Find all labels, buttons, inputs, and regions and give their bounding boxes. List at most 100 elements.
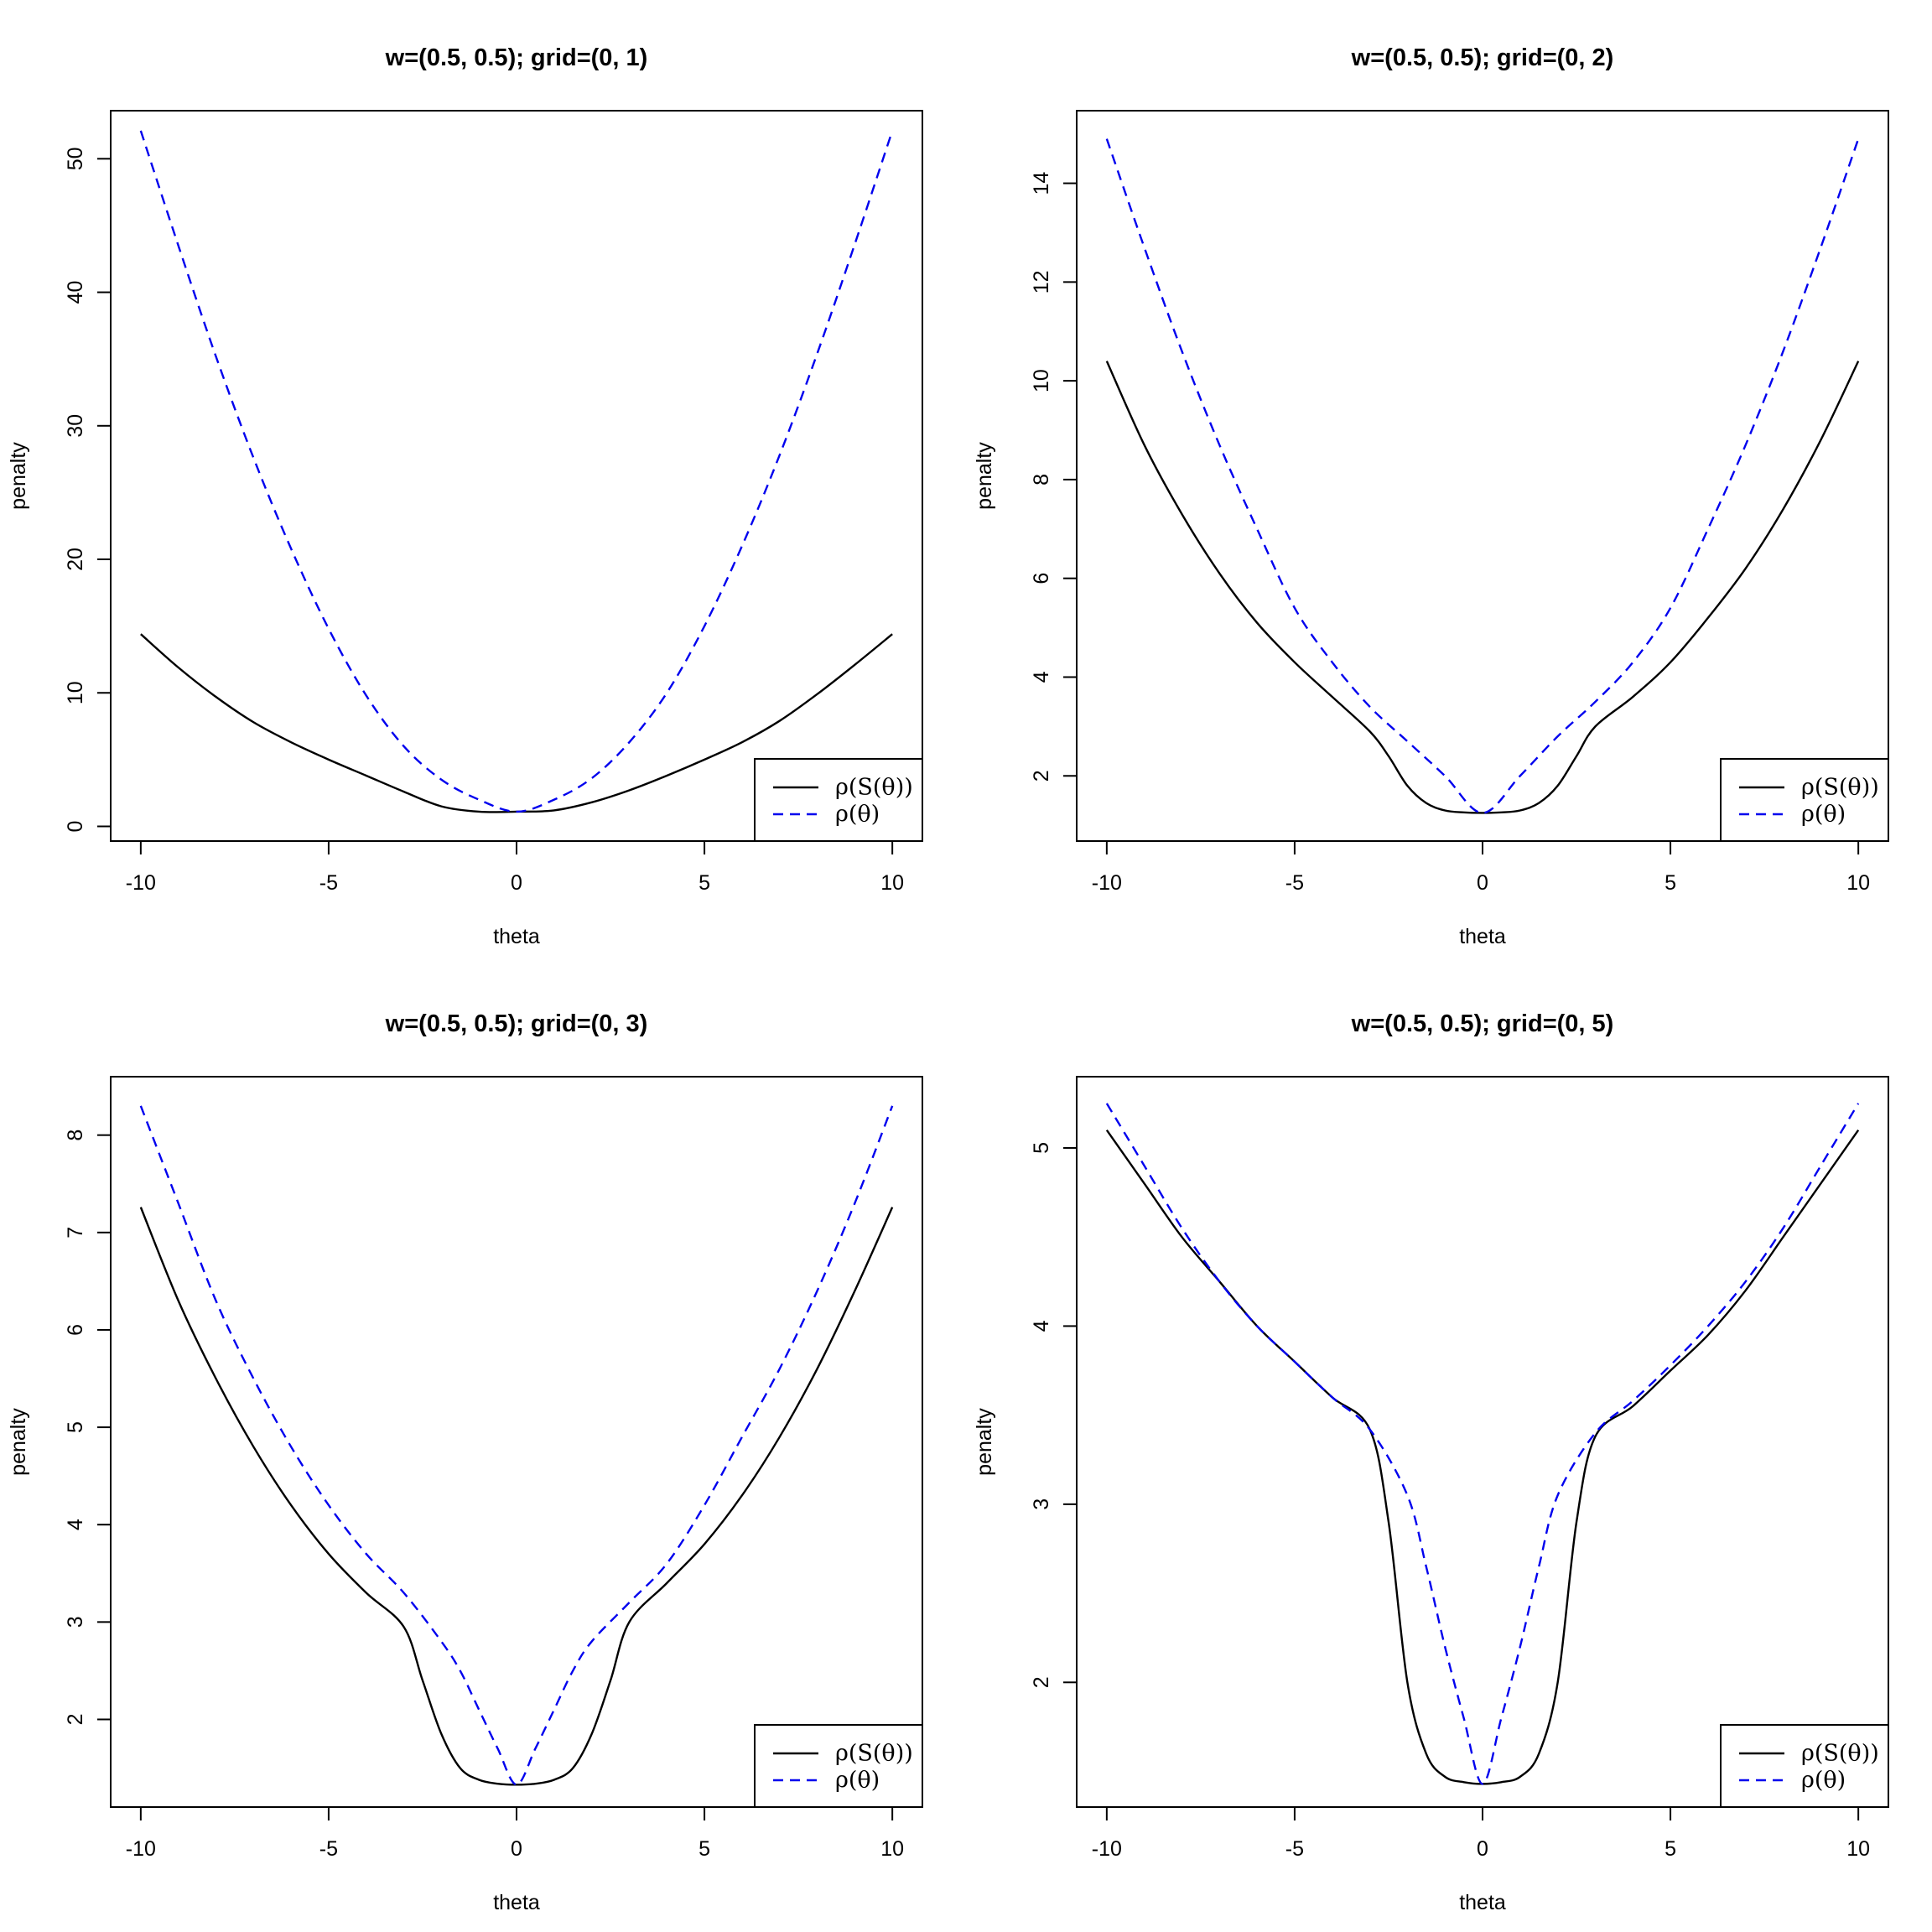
series-rho-s-theta-line [1105,1130,1860,1785]
plot-frame [1076,110,1889,842]
y-tick-label: 2 [1030,1676,1053,1688]
panel-1: w=(0.5, 0.5); grid=(0, 1) -10 -5 0 5 10 theta 0… [7,44,923,948]
plot-frame [110,1076,923,1808]
y-axis: 2 3 4 5 penalty [973,1142,1078,1688]
legend-box [1720,758,1889,842]
y-tick-label: 30 [64,414,87,438]
x-tick-label: -5 [1285,871,1304,895]
x-tick-label: -10 [1092,1837,1122,1861]
y-tick-label: 5 [64,1421,87,1433]
y-tick-label: 50 [64,147,87,170]
y-tick-label: 3 [64,1616,87,1628]
legend-entry: ρ(θ) [835,1768,880,1794]
x-tick-label: 5 [699,1837,710,1861]
panel-4: w=(0.5, 0.5); grid=(0, 5) -10 -5 0 5 10 theta 2… [973,1010,1889,1914]
legend: ρ(S(θ))ρ(θ) [754,1724,923,1808]
x-axis-label: theta [493,925,540,948]
y-tick-label: 4 [1030,671,1053,683]
legend-box [1720,1724,1889,1808]
plot-frame [110,110,923,842]
series-rho-theta-line [1105,138,1860,814]
x-tick-label: 10 [880,1837,904,1861]
legend-entry: ρ(S(θ)) [1801,775,1879,801]
y-tick-label: 2 [64,1714,87,1726]
series-rho-theta-line [139,1105,894,1786]
legend-entry: ρ(θ) [835,802,880,828]
y-axis-label: penalty [7,442,30,510]
y-tick-label: 8 [1030,474,1053,486]
legend-entry: ρ(S(θ)) [835,1741,913,1767]
x-tick-label: -10 [126,1837,156,1861]
legend: ρ(S(θ))ρ(θ) [754,758,923,842]
y-tick-label: 4 [64,1519,87,1530]
x-tick-label: 0 [511,871,522,895]
x-tick-label: 10 [880,871,904,895]
legend-entry: ρ(θ) [1801,1768,1846,1794]
series-group [139,1105,894,1786]
x-tick-label: -10 [126,871,156,895]
y-tick-label: 5 [1030,1142,1053,1154]
x-tick-label: 0 [1477,871,1488,895]
series-rho-theta-line [1105,1103,1860,1785]
y-tick-label: 20 [64,548,87,571]
x-tick-label: 0 [511,1837,522,1861]
plot-frame [1076,1076,1889,1808]
series-rho-theta-line [139,130,894,813]
y-tick-label: 2 [1030,770,1053,782]
legend-box [754,1724,923,1808]
series-rho-s-theta-line [139,1207,894,1786]
y-tick-label: 6 [64,1324,87,1336]
x-tick-label: 5 [1665,1837,1676,1861]
legend-box [754,758,923,842]
x-tick-label: -5 [319,1837,338,1861]
y-axis: 2 3 4 5 6 7 8 penalty [7,1130,112,1726]
chart-title: w=(0.5, 0.5); grid=(0, 3) [385,1010,648,1037]
y-axis-label: penalty [7,1408,30,1476]
x-axis-label: theta [1459,925,1506,948]
x-axis-label: theta [493,1891,540,1914]
x-tick-label: -5 [319,871,338,895]
panel-2: w=(0.5, 0.5); grid=(0, 2) -10 -5 0 5 10 theta 2… [973,44,1889,948]
y-axis: 0 10 20 30 40 50 penalty [7,147,112,833]
series-group [139,130,894,813]
x-tick-label: 10 [1846,871,1870,895]
chart-title: w=(0.5, 0.5); grid=(0, 1) [385,44,648,71]
panel-3: w=(0.5, 0.5); grid=(0, 3) -10 -5 0 5 10 theta 2… [7,1010,923,1914]
y-tick-label: 8 [64,1130,87,1141]
y-tick-label: 10 [64,681,87,704]
series-group [1105,1103,1860,1785]
legend-entry: ρ(θ) [1801,802,1846,828]
x-tick-label: 5 [1665,871,1676,895]
x-tick-label: 5 [699,871,710,895]
y-axis: 2 4 6 8 10 12 14 penalty [973,172,1078,782]
legend-entry: ρ(S(θ)) [1801,1741,1879,1767]
legend: ρ(S(θ))ρ(θ) [1720,1724,1889,1808]
y-tick-label: 7 [64,1227,87,1239]
x-tick-label: 0 [1477,1837,1488,1861]
y-tick-label: 40 [64,281,87,304]
y-tick-label: 0 [64,821,87,833]
x-axis: -10 -5 0 5 10 theta [1092,840,1870,948]
x-axis: -10 -5 0 5 10 theta [1092,1806,1870,1914]
y-tick-label: 3 [1030,1498,1053,1510]
series-rho-s-theta-line [1105,361,1860,814]
chart-title: w=(0.5, 0.5); grid=(0, 2) [1351,44,1614,71]
y-axis-label: penalty [973,442,996,510]
chart-title: w=(0.5, 0.5); grid=(0, 5) [1351,1010,1614,1037]
legend-entry: ρ(S(θ)) [835,775,913,801]
y-tick-label: 12 [1030,270,1053,293]
x-tick-label: 10 [1846,1837,1870,1861]
legend: ρ(S(θ))ρ(θ) [1720,758,1889,842]
x-axis-label: theta [1459,1891,1506,1914]
y-tick-label: 14 [1030,172,1053,195]
x-tick-label: -5 [1285,1837,1304,1861]
series-group [1105,138,1860,814]
x-axis: -10 -5 0 5 10 theta [126,1806,904,1914]
y-axis-label: penalty [973,1408,996,1476]
y-tick-label: 10 [1030,369,1053,392]
x-tick-label: -10 [1092,871,1122,895]
y-tick-label: 6 [1030,573,1053,584]
x-axis: -10 -5 0 5 10 theta [126,840,904,948]
y-tick-label: 4 [1030,1320,1053,1332]
